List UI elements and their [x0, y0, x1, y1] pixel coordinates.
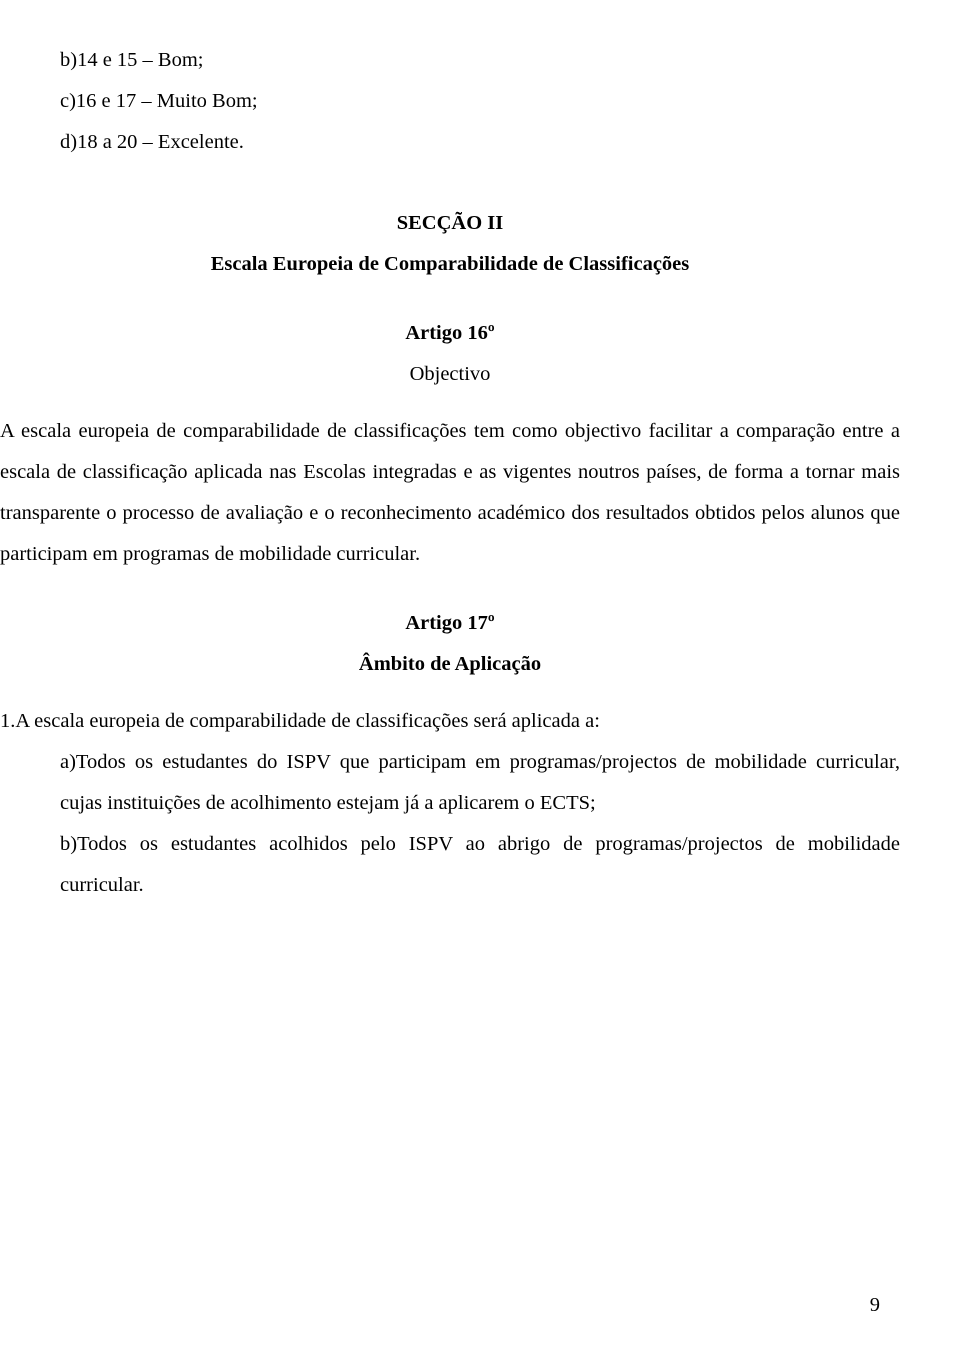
article-16-title: Objectivo: [0, 354, 900, 395]
article-16-header: Artigo 16º: [0, 313, 900, 354]
page-number: 9: [870, 1294, 880, 1317]
article-16-paragraph: A escala europeia de comparabilidade de …: [0, 411, 900, 575]
section-2-subtitle: Escala Europeia de Comparabilidade de Cl…: [0, 244, 900, 285]
document-content: b)14 e 15 – Bom; c)16 e 17 – Muito Bom; …: [0, 40, 900, 906]
article-17-item-a: a)Todos os estudantes do ISPV que partic…: [60, 742, 900, 824]
article-17-title: Âmbito de Aplicação: [0, 644, 900, 685]
article-17-item-b: b)Todos os estudantes acolhidos pelo ISP…: [60, 824, 900, 906]
section-2-header: SECÇÃO II: [0, 203, 900, 244]
list-item-b: b)14 e 15 – Bom;: [60, 40, 900, 81]
list-item-c: c)16 e 17 – Muito Bom;: [60, 81, 900, 122]
article-17-header: Artigo 17º: [0, 603, 900, 644]
article-17-intro: 1.A escala europeia de comparabilidade d…: [0, 701, 900, 742]
list-item-d: d)18 a 20 – Excelente.: [60, 122, 900, 163]
